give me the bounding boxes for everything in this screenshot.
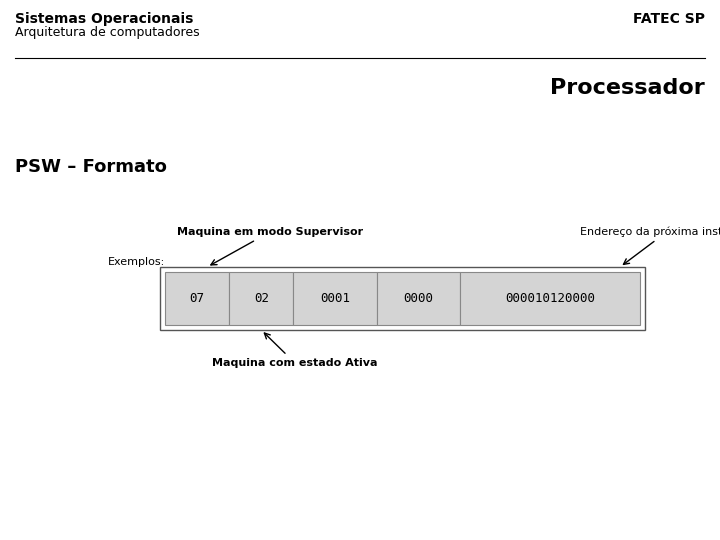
Text: PSW – Formato: PSW – Formato (15, 158, 167, 176)
Text: Maquina com estado Ativa: Maquina com estado Ativa (212, 333, 378, 368)
Bar (160, 267, 645, 330)
Bar (229, 272, 293, 325)
Text: 000010120000: 000010120000 (505, 292, 595, 305)
Text: Endereço da próxima instrução: Endereço da próxima instrução (580, 226, 720, 265)
Text: Exemplos:: Exemplos: (108, 257, 166, 267)
Bar (377, 272, 460, 325)
Bar (460, 272, 640, 325)
Bar (165, 272, 229, 325)
Text: Maquina em modo Supervisor: Maquina em modo Supervisor (177, 227, 363, 265)
Text: 02: 02 (253, 292, 269, 305)
Text: Arquitetura de computadores: Arquitetura de computadores (15, 26, 199, 39)
Text: FATEC SP: FATEC SP (633, 12, 705, 26)
Text: Processador: Processador (550, 78, 705, 98)
Text: 0000: 0000 (403, 292, 433, 305)
Text: Sistemas Operacionais: Sistemas Operacionais (15, 12, 194, 26)
Bar (293, 272, 377, 325)
Text: 07: 07 (189, 292, 204, 305)
Text: 0001: 0001 (320, 292, 350, 305)
